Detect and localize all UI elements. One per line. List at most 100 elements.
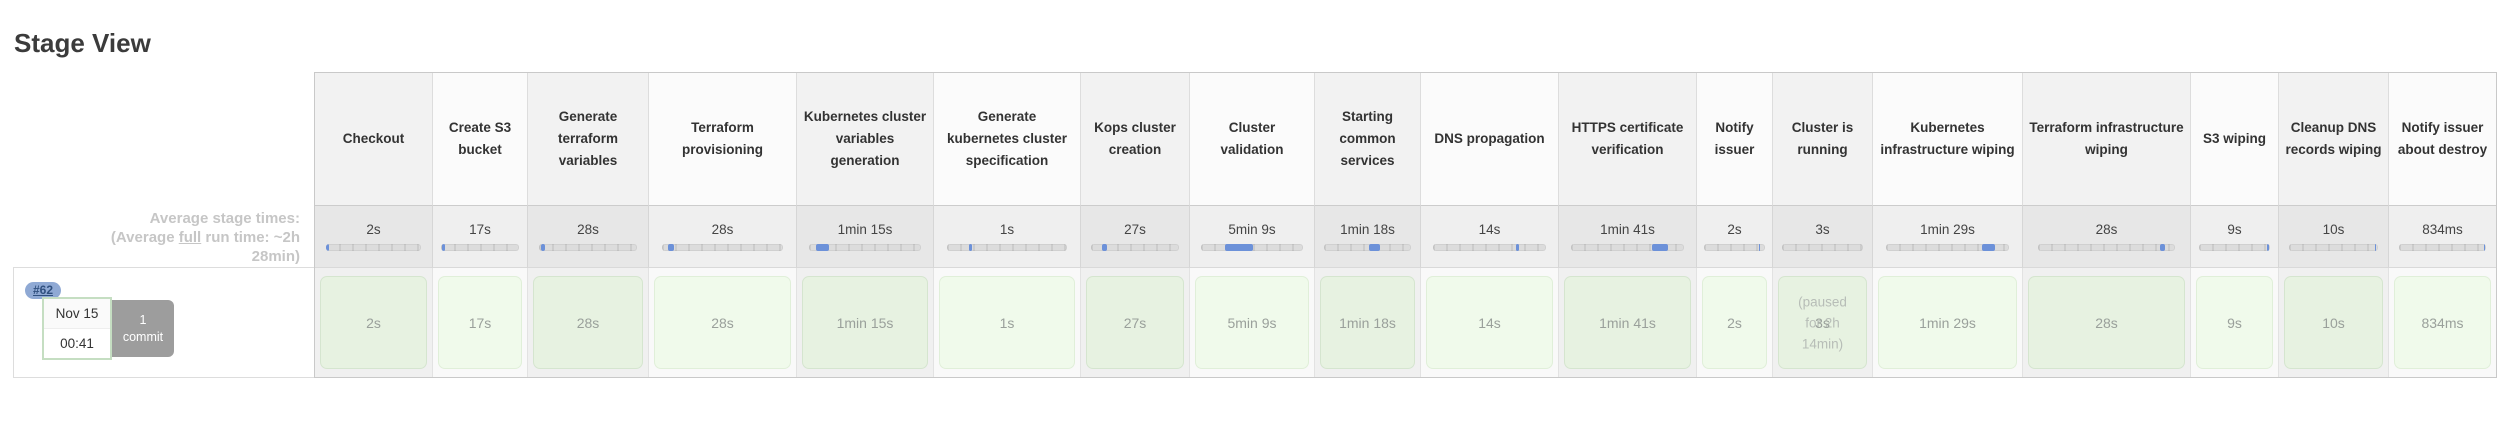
stage-header-cell: Notify issuer: [1697, 73, 1773, 206]
stage-result-box[interactable]: 1min 29s: [1878, 276, 2017, 369]
stage-header-cell: Kops cluster creation: [1081, 73, 1190, 206]
stage-result-cell: 17s: [433, 268, 528, 377]
stage-header-cell: Notify issuer about destroy: [2389, 73, 2496, 206]
stage-header-cell: HTTPS certificate verification: [1559, 73, 1697, 206]
stage-duration: 1min 29s: [1919, 314, 1976, 331]
stage-result-box[interactable]: 1min 41s: [1564, 276, 1691, 369]
stage-header-cell: Terraform infrastructure wiping: [2023, 73, 2191, 206]
sparkline-ticks: [947, 244, 1067, 251]
sparkline-ticks: [2198, 244, 2271, 251]
average-stage-time-cell: 1min 29s: [1873, 206, 2023, 268]
stage-header-label: DNS propagation: [1434, 131, 1545, 146]
build-commits-link[interactable]: 1 commit: [112, 300, 174, 357]
sparkline-current-run-segment: [326, 244, 330, 251]
stage-result-cell: 9s: [2191, 268, 2279, 377]
build-time: 00:41: [60, 336, 94, 351]
stage-result-cell: 1min 15s: [797, 268, 934, 377]
stage-header-cell: Generate terraform variables: [528, 73, 649, 206]
stage-header-label: Kops cluster creation: [1094, 120, 1176, 157]
stage-header-cell: Terraform provisioning: [649, 73, 797, 206]
sparkline-current-run-segment: [2483, 244, 2486, 251]
stage-result-cell: 27s: [1081, 268, 1190, 377]
average-label-line3: 28min): [251, 248, 300, 265]
stage-result-cell: 14s: [1421, 268, 1559, 377]
stage-history-sparkline: [1571, 244, 1684, 251]
average-stage-time-value: 1min 29s: [1920, 222, 1975, 237]
average-stage-time-cell: 3s: [1773, 206, 1873, 268]
stage-result-box[interactable]: 2s: [320, 276, 427, 369]
average-stage-time-value: 5min 9s: [1228, 222, 1276, 237]
stage-result-cell: 28s: [2023, 268, 2191, 377]
stage-result-box[interactable]: 1s: [939, 276, 1075, 369]
sparkline-current-run-segment: [2159, 244, 2166, 251]
stage-history-sparkline: [1324, 244, 1411, 251]
average-stage-time-cell: 28s: [649, 206, 797, 268]
stage-result-box[interactable]: (paused for 2h 14min) 3s: [1778, 276, 1867, 369]
average-stage-time-value: 1s: [999, 222, 1015, 237]
build-number-badge[interactable]: #62: [25, 282, 62, 299]
sparkline-current-run-segment: [968, 244, 973, 251]
stage-header-cell: DNS propagation: [1421, 73, 1559, 206]
stage-header-label: Starting common services: [1339, 109, 1396, 168]
sparkline-ticks: [1433, 244, 1546, 251]
stage-result-box[interactable]: 14s: [1426, 276, 1553, 369]
stage-history-sparkline: [662, 244, 783, 251]
average-stage-time-cell: 10s: [2279, 206, 2389, 268]
stage-result-box[interactable]: 9s: [2196, 276, 2273, 369]
stage-duration: 5min 9s: [1227, 314, 1277, 331]
average-stage-time-value: 1min 15s: [837, 222, 893, 237]
stage-header-cell: Cluster is running: [1773, 73, 1873, 206]
stage-header-label: Checkout: [342, 131, 405, 146]
stage-result-box[interactable]: 27s: [1086, 276, 1184, 369]
average-stage-time-value: 9s: [2227, 222, 2242, 237]
stage-result-box[interactable]: 17s: [438, 276, 522, 369]
average-label-line2-post: run time: ~2h: [201, 229, 300, 246]
stage-header-label: S3 wiping: [2202, 131, 2266, 146]
sparkline-ticks: [1324, 244, 1411, 251]
stage-header-cell: Generate kubernetes cluster specificatio…: [934, 73, 1081, 206]
stage-duration: 27s: [1123, 314, 1147, 331]
sparkline-current-run-segment: [1224, 244, 1253, 251]
build-date-link[interactable]: Nov 15 00:41: [42, 297, 112, 360]
stage-result-box[interactable]: 834ms: [2394, 276, 2491, 369]
average-stage-time-value: 27s: [1124, 222, 1146, 237]
sparkline-current-run-segment: [2374, 244, 2377, 251]
stage-result-box[interactable]: 1min 18s: [1320, 276, 1415, 369]
stage-duration: 834ms: [2421, 314, 2464, 331]
average-label-line2-pre: (Average: [110, 229, 179, 246]
stage-history-sparkline: [1781, 244, 1864, 251]
stage-result-box[interactable]: 28s: [2028, 276, 2185, 369]
stage-header-label: Generate kubernetes cluster specificatio…: [946, 109, 1068, 168]
average-stage-time-value: 28s: [2095, 222, 2118, 237]
stage-result-cell: 2s: [315, 268, 433, 377]
stage-result-cell: 1s: [934, 268, 1081, 377]
stage-result-cell: 5min 9s: [1190, 268, 1315, 377]
stage-result-box[interactable]: 2s: [1702, 276, 1767, 369]
stage-header-label: HTTPS certificate verification: [1571, 120, 1684, 157]
stage-result-cell: (paused for 2h 14min) 3s: [1773, 268, 1873, 377]
sparkline-current-run-segment: [815, 244, 830, 251]
average-label-full-word: full: [178, 229, 202, 246]
average-stage-time-cell: 1min 41s: [1559, 206, 1697, 268]
stage-duration: 2s: [1727, 314, 1742, 331]
stage-result-box[interactable]: 28s: [533, 276, 643, 369]
average-stage-time-cell: 27s: [1081, 206, 1190, 268]
stage-result-box[interactable]: 28s: [654, 276, 791, 369]
stage-history-sparkline: [947, 244, 1067, 251]
stage-history-sparkline: [1886, 244, 2009, 251]
stage-header-label: Notify issuer: [1714, 120, 1755, 157]
sparkline-current-run-segment: [1652, 244, 1668, 251]
sparkline-ticks: [662, 244, 783, 251]
stage-duration: 17s: [468, 314, 492, 331]
stage-result-box[interactable]: 1min 15s: [802, 276, 928, 369]
stage-header-cell: Cluster validation: [1190, 73, 1315, 206]
sparkline-current-run-segment: [442, 244, 446, 251]
stage-result-box[interactable]: 10s: [2284, 276, 2383, 369]
stage-result-box[interactable]: 5min 9s: [1195, 276, 1309, 369]
average-stage-time-value: 1min 41s: [1600, 222, 1655, 237]
build-row-gutter: #62 Nov 15 00:41 1 commit: [13, 267, 314, 378]
average-stage-time-value: 834ms: [2422, 222, 2463, 237]
average-stage-time-cell: 14s: [1421, 206, 1559, 268]
average-stage-time-cell: 28s: [2023, 206, 2191, 268]
stage-result-cell: 1min 18s: [1315, 268, 1421, 377]
